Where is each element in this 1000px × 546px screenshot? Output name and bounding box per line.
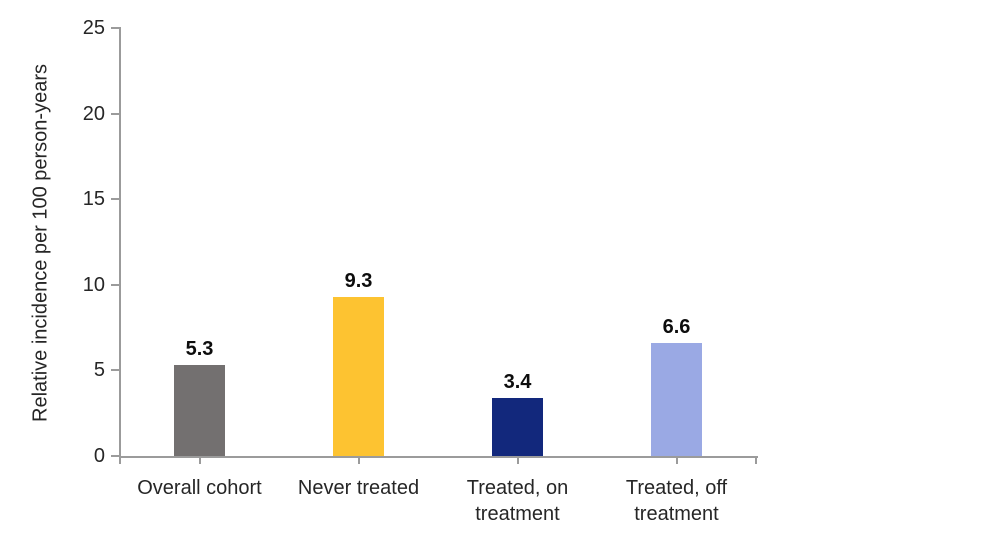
- y-axis-tick-label: 15: [82, 188, 105, 211]
- y-axis-tick: [111, 27, 120, 29]
- bar-treated-off-treatment: [651, 343, 702, 456]
- bar-never-treated: [333, 296, 384, 456]
- x-axis-line: [119, 456, 758, 458]
- y-axis-tick: [111, 455, 120, 457]
- bar-overall-cohort: [174, 365, 225, 456]
- x-axis-end-tick: [755, 457, 757, 464]
- x-axis-tick: [198, 457, 201, 464]
- category-label-never-treated: Never treated: [297, 477, 420, 499]
- x-axis-tick: [357, 457, 360, 464]
- y-axis-tick: [111, 112, 120, 115]
- value-label-overall-cohort: 5.3: [185, 338, 214, 361]
- value-label-treated-on-treatment: 3.4: [503, 370, 532, 393]
- y-axis-tick-label: 10: [82, 273, 105, 296]
- x-axis-tick: [516, 457, 519, 464]
- category-label-treated-on-treatment: Treated, on treatment: [466, 477, 569, 525]
- y-axis-tick-label: 5: [93, 359, 105, 382]
- y-axis-tick: [111, 283, 120, 286]
- value-label-never-treated: 9.3: [344, 269, 373, 292]
- y-axis-tick-label: 20: [82, 102, 105, 125]
- y-axis-tick-label: 0: [93, 445, 105, 467]
- x-axis-tick: [675, 457, 678, 464]
- y-axis-tick: [111, 198, 120, 201]
- x-axis-end-tick: [119, 457, 121, 464]
- bar-treated-on-treatment: [492, 397, 543, 456]
- y-axis-tick-label: 25: [82, 17, 105, 39]
- y-axis-line: [119, 27, 121, 458]
- y-axis-tick: [111, 369, 120, 372]
- category-label-treated-off-treatment: Treated, off treatment: [625, 477, 728, 525]
- value-label-treated-off-treatment: 6.6: [662, 316, 691, 338]
- category-label-overall-cohort: Overall cohort: [137, 477, 262, 499]
